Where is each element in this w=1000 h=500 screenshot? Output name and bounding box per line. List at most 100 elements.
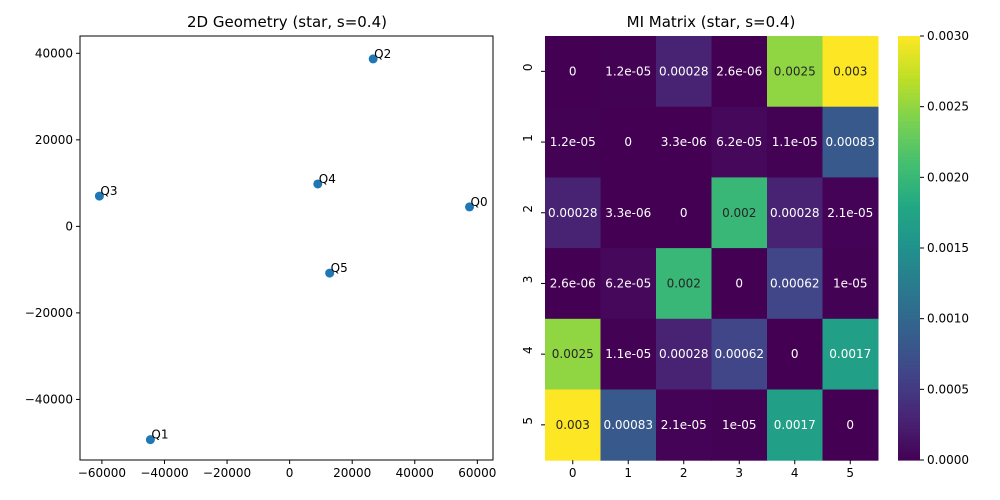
scatter-point-label: Q1 bbox=[151, 428, 168, 442]
colorbar-segment bbox=[898, 283, 920, 288]
heatmap-cell bbox=[711, 389, 768, 461]
scatter-x-tick-label: −60000 bbox=[78, 466, 126, 480]
scatter-title: 2D Geometry (star, s=0.4) bbox=[187, 13, 387, 31]
heatmap-cell bbox=[545, 318, 601, 390]
colorbar-segment bbox=[898, 152, 920, 157]
heatmap-cell-label: 0.0017 bbox=[829, 347, 871, 361]
heatmap-cell-label: 2.1e-05 bbox=[661, 418, 707, 432]
colorbar-segment bbox=[898, 36, 920, 41]
heatmap-cell bbox=[822, 248, 879, 320]
heatmap-cell bbox=[822, 177, 879, 249]
heatmap-panel: MI Matrix (star, s=0.4) 0 1.2e-05 0.00028 2… bbox=[521, 13, 969, 480]
heatmap-x-tick-label: 3 bbox=[735, 466, 743, 480]
colorbar-segment bbox=[898, 110, 920, 115]
heatmap-cells: 0 1.2e-05 0.00028 2.6e-06 0.0025 0.003 1.2e-05… bbox=[545, 36, 879, 461]
colorbar-segment bbox=[898, 318, 920, 323]
scatter-x-tick-label: 0 bbox=[286, 466, 294, 480]
colorbar-segment bbox=[898, 357, 920, 362]
colorbar-segment bbox=[898, 39, 920, 44]
scatter-point bbox=[145, 435, 155, 445]
colorbar-segment bbox=[898, 325, 920, 330]
colorbar-segment bbox=[898, 449, 920, 454]
heatmap-cell-label: 0.0017 bbox=[774, 418, 816, 432]
colorbar-segment bbox=[898, 156, 920, 161]
heatmap-cell-label: 2.6e-06 bbox=[550, 276, 596, 290]
colorbar-segment bbox=[898, 78, 920, 83]
heatmap-cell-label: 0.00028 bbox=[770, 206, 820, 220]
scatter-x-axis: −60000 −40000 −20000 0 20000 40000 60000 bbox=[78, 460, 496, 480]
heatmap-cell bbox=[600, 318, 657, 390]
heatmap-cell bbox=[711, 106, 768, 178]
heatmap-x-tick-label: 1 bbox=[624, 466, 632, 480]
colorbar: 0.0000 0.0005 0.0010 0.0015 0.0020 0.0025 0.00… bbox=[898, 29, 969, 467]
heatmap-cell-label: 1.2e-05 bbox=[605, 64, 651, 78]
heatmap-cell-label: 0.0025 bbox=[774, 64, 816, 78]
colorbar-segment bbox=[898, 407, 920, 412]
colorbar-segment bbox=[898, 92, 920, 97]
colorbar-segment bbox=[898, 251, 920, 256]
colorbar-segment bbox=[898, 237, 920, 242]
colorbar-segment bbox=[898, 332, 920, 337]
heatmap-cell-label: 1.1e-05 bbox=[605, 347, 651, 361]
scatter-x-tick-label: −40000 bbox=[140, 466, 188, 480]
colorbar-segment bbox=[898, 177, 920, 182]
colorbar-segment bbox=[898, 187, 920, 193]
colorbar-segment bbox=[898, 279, 920, 284]
heatmap-cell-label: 6.2e-05 bbox=[605, 276, 651, 290]
colorbar-segment bbox=[898, 57, 920, 62]
heatmap-cell-label: 0.002 bbox=[722, 206, 756, 220]
colorbar-segment bbox=[898, 389, 920, 394]
colorbar-segment bbox=[898, 248, 920, 253]
colorbar-segment bbox=[898, 127, 920, 132]
scatter-y-axis: −40000 −20000 0 20000 40000 bbox=[25, 46, 80, 406]
colorbar-segment bbox=[898, 414, 920, 419]
colorbar-segment bbox=[898, 142, 920, 147]
colorbar-segment bbox=[898, 233, 920, 238]
heatmap-cell bbox=[656, 36, 712, 108]
colorbar-segment bbox=[898, 396, 920, 401]
heatmap-cell-label: 1.1e-05 bbox=[772, 135, 818, 149]
heatmap-x-tick-label: 5 bbox=[846, 466, 854, 480]
colorbar-segment bbox=[898, 417, 920, 422]
colorbar-segment bbox=[898, 134, 920, 140]
scatter-y-tick-label: −20000 bbox=[25, 306, 73, 320]
colorbar-segment bbox=[898, 145, 920, 150]
colorbar-segment bbox=[898, 435, 920, 440]
colorbar-segment bbox=[898, 223, 920, 228]
colorbar-segment bbox=[898, 226, 920, 231]
scatter-point-label: Q2 bbox=[374, 47, 391, 61]
colorbar-segment bbox=[898, 308, 920, 313]
heatmap-cell bbox=[656, 389, 712, 461]
heatmap-cell bbox=[822, 389, 879, 461]
heatmap-cell-label: 0 bbox=[624, 135, 632, 149]
colorbar-segment bbox=[898, 53, 920, 58]
heatmap-cell-label: 0 bbox=[791, 347, 799, 361]
colorbar-segment bbox=[898, 445, 920, 450]
heatmap-cell-label: 3.3e-06 bbox=[605, 206, 651, 220]
colorbar-tick-label: 0.0005 bbox=[927, 382, 969, 396]
colorbar-segment bbox=[898, 198, 920, 203]
colorbar-segment bbox=[898, 46, 920, 51]
heatmap-cell-label: 0 bbox=[735, 276, 743, 290]
heatmap-cell bbox=[600, 177, 657, 249]
scatter-point bbox=[94, 191, 104, 201]
heatmap-cell bbox=[767, 106, 823, 178]
heatmap-cell-label: 0 bbox=[569, 64, 577, 78]
colorbar-segment bbox=[898, 438, 920, 443]
scatter-x-tick-label: 40000 bbox=[396, 466, 434, 480]
colorbar-segment bbox=[898, 96, 920, 101]
scatter-x-tick-label: 20000 bbox=[333, 466, 371, 480]
heatmap-cell-label: 0 bbox=[846, 418, 854, 432]
scatter-point-label: Q5 bbox=[331, 261, 348, 275]
colorbar-segment bbox=[898, 149, 920, 154]
heatmap-cell bbox=[767, 248, 823, 320]
heatmap-y-tick-label: 5 bbox=[521, 417, 535, 425]
heatmap-cell-label: 2.6e-06 bbox=[716, 64, 762, 78]
scatter-y-tick-label: −40000 bbox=[25, 392, 73, 406]
colorbar-segment bbox=[898, 269, 920, 274]
colorbar-segment bbox=[898, 410, 920, 415]
heatmap-cell bbox=[711, 36, 768, 108]
colorbar-segment bbox=[898, 50, 920, 55]
colorbar-segment bbox=[898, 371, 920, 376]
